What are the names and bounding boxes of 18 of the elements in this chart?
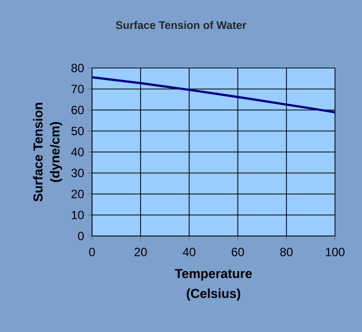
x-tick-label: 40 xyxy=(182,248,196,256)
x-tick-label: 0 xyxy=(89,248,95,256)
y-axis-title: Surface Tension (dyne/cm) xyxy=(33,102,62,202)
y-tick-label: 40 xyxy=(71,148,84,156)
chart-title: Surface Tension of Water xyxy=(116,20,246,30)
x-tick-label: 20 xyxy=(134,248,147,256)
y-tick-label: 10 xyxy=(72,210,84,220)
x-tick-label: 100 xyxy=(326,248,345,256)
x-tick-label: 80 xyxy=(280,248,293,256)
y-tick-label: 20 xyxy=(72,190,84,198)
y-tick-label: 60 xyxy=(72,106,84,114)
x-tick-label: 60 xyxy=(232,248,244,256)
x-axis-title: Temperature (Celsius) xyxy=(174,269,252,301)
y-tick-label: 70 xyxy=(72,84,84,94)
y-tick-label: 80 xyxy=(71,64,84,72)
y-tick-label: 0 xyxy=(78,232,84,240)
y-tick-label: 50 xyxy=(71,126,84,136)
y-tick-label: 30 xyxy=(71,168,84,178)
